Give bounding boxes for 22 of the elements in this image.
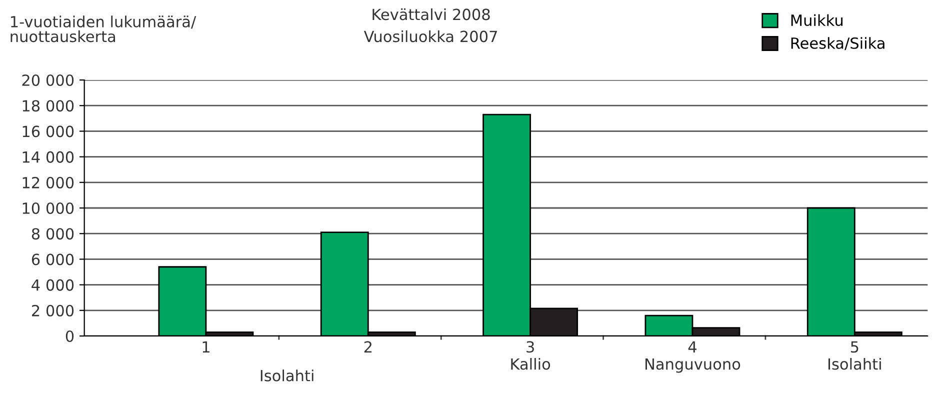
y-tick-label: 12 000 [22,176,74,188]
legend-label: Muikku [791,14,842,26]
x-tick-label: 2 [364,341,372,352]
x-tick-label: 5 Isolahti [828,341,881,370]
chart-title: Kevättalvi 2008 [372,8,490,20]
y-tick-label: 2 000 [32,304,74,316]
y-tick-label: 10 000 [22,202,74,214]
x-tick-label: 4 Nanguvuono [646,341,740,373]
y-tick-label: 8 000 [32,228,74,240]
text: Isolahti [260,370,314,382]
y-tick-label: 16 000 [22,126,74,138]
chart-subtitle: Vuosiluokka 2007 [364,30,497,42]
y-tick-label: 18 000 [22,100,74,112]
y-tick-label: 4 000 [32,279,74,291]
y-axis-title: 1-vuotiaiden lukumäärä/ nuottauskerta [10,16,196,42]
y-tick-label: 14 000 [22,151,74,163]
x-tick-label: 1 [202,341,210,352]
legend-label: Reeska/Siika [791,37,884,50]
x-tick-label: 3 Kallio [511,341,550,370]
y-tick-label: 6 000 [32,254,74,266]
y-tick-label: 20 000 [22,74,74,86]
y-tick-label: 0 [66,330,74,342]
